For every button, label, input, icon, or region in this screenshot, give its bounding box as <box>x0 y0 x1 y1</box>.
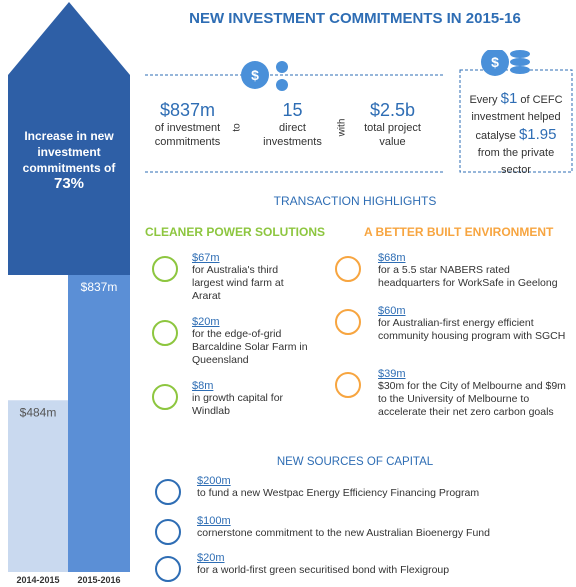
description: for Australian-first energy efficient co… <box>378 317 566 342</box>
bar <box>68 275 130 572</box>
item: $8m in growth capital for Windlab <box>192 380 310 418</box>
description: to fund a new Westpac Energy Efficiency … <box>197 487 480 499</box>
amount: $200m <box>197 475 231 487</box>
icon <box>241 61 269 89</box>
title: NEW INVESTMENT COMMITMENTS IN 2015-16 <box>189 10 521 27</box>
amount: $20m <box>197 552 225 564</box>
stat-value: $2.5b <box>369 100 416 120</box>
value-label: $837m <box>81 280 118 294</box>
stat-label: total project value <box>364 122 421 148</box>
amount: $20m <box>192 316 220 328</box>
column-title: CLEANER POWER SOLUTIONS <box>145 225 326 239</box>
catalyst-value: $1.95 <box>518 126 557 143</box>
icon <box>335 256 361 282</box>
stat: 15 direct investments <box>255 100 330 149</box>
icon <box>335 372 361 398</box>
icon <box>481 50 509 76</box>
icon <box>155 519 181 545</box>
connector: with <box>336 118 348 137</box>
item: $39m $30m for the City of Melbourne and $… <box>378 368 568 419</box>
amount: $67m <box>192 252 220 264</box>
catalyst-text: of CEFC investment helped catalyse <box>471 94 563 142</box>
description: in growth capital for Windlab <box>192 392 284 417</box>
item: $60m for Australian-first energy efficien… <box>378 305 568 343</box>
icon <box>152 384 178 410</box>
category-label: 2015-2016 <box>77 575 120 585</box>
item: $200m to fund a new Westpac Energy Effici… <box>197 475 567 500</box>
item: $20m for a world-first green securitised … <box>197 552 567 577</box>
icon <box>155 479 181 505</box>
amount: $8m <box>192 380 214 392</box>
annotation-value: 73% <box>53 175 85 192</box>
description: for a world-first green securitised bond… <box>197 564 450 576</box>
svg-text:$: $ <box>251 67 259 83</box>
catalyst-value: $1 <box>500 90 518 107</box>
catalyst-text: from the private sector <box>477 147 555 176</box>
amount: $100m <box>197 515 231 527</box>
item: $100m cornerstone commitment to the new A… <box>197 515 567 540</box>
section-title: TRANSACTION HIGHLIGHTS <box>273 194 437 208</box>
description: for the edge-of-grid Barcaldine Solar Fa… <box>192 328 308 366</box>
annotation-text: Increase in new investment commitments o… <box>22 129 116 175</box>
icon <box>152 256 178 282</box>
amount: $68m <box>378 252 406 264</box>
arrow <box>8 2 130 275</box>
description: for a 5.5 star NABERS rated headquarters… <box>378 264 558 289</box>
item: $67m for Australia's third largest wind f… <box>192 252 310 303</box>
stat-value: 15 <box>282 100 303 120</box>
description: for Australia's third largest wind farm … <box>192 264 284 302</box>
catalyst-text: Every <box>469 94 498 106</box>
annotation: Increase in new investment commitments o… <box>12 128 126 192</box>
icon <box>152 320 178 346</box>
catalyst: Every $1 of CEFC investment helped catal… <box>466 90 566 179</box>
bar <box>8 400 68 572</box>
amount: $60m <box>378 305 406 317</box>
stat: $837m of investment commitments <box>145 100 230 149</box>
svg-text:$: $ <box>491 54 499 70</box>
description: $30m for the City of Melbourne and $9m t… <box>378 380 566 418</box>
column-title: A BETTER BUILT ENVIRONMENT <box>364 225 554 239</box>
stat: $2.5b total project value <box>355 100 430 149</box>
stat-label: of investment commitments <box>154 122 221 148</box>
value-label: $484m <box>20 405 57 419</box>
icon <box>335 309 361 335</box>
category-label: 2014-2015 <box>16 575 59 585</box>
description: cornerstone commitment to the new Austra… <box>197 527 490 539</box>
stat-value: $837m <box>159 100 216 120</box>
icon <box>155 556 181 582</box>
connector: to <box>231 123 243 132</box>
amount: $39m <box>378 368 406 380</box>
bar-chart: $484m 2014-2015 $837m 2015-2016 <box>8 2 130 585</box>
section-title: NEW SOURCES OF CAPITAL <box>276 456 434 468</box>
stats-decor: $ $ <box>145 50 573 173</box>
item: $20m for the edge-of-grid Barcaldine Sola… <box>192 316 310 367</box>
item: $68m for a 5.5 star NABERS rated headquar… <box>378 252 568 290</box>
stat-label: direct investments <box>263 122 322 148</box>
